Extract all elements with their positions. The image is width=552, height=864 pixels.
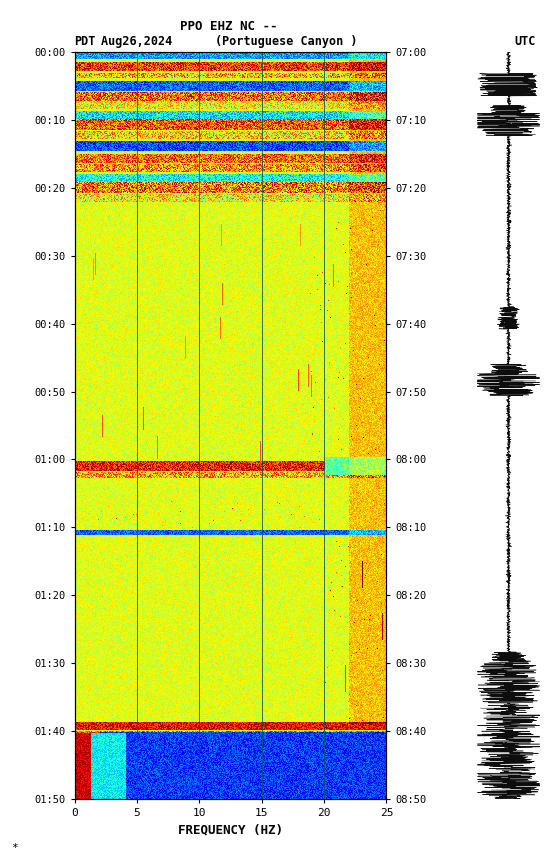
Text: PPO EHZ NC --: PPO EHZ NC -- <box>181 20 278 33</box>
Text: *: * <box>11 843 18 853</box>
X-axis label: FREQUENCY (HZ): FREQUENCY (HZ) <box>178 823 283 836</box>
Text: Aug26,2024      (Portuguese Canyon ): Aug26,2024 (Portuguese Canyon ) <box>101 35 357 48</box>
Text: PDT: PDT <box>75 35 96 48</box>
Text: UTC: UTC <box>514 35 535 48</box>
